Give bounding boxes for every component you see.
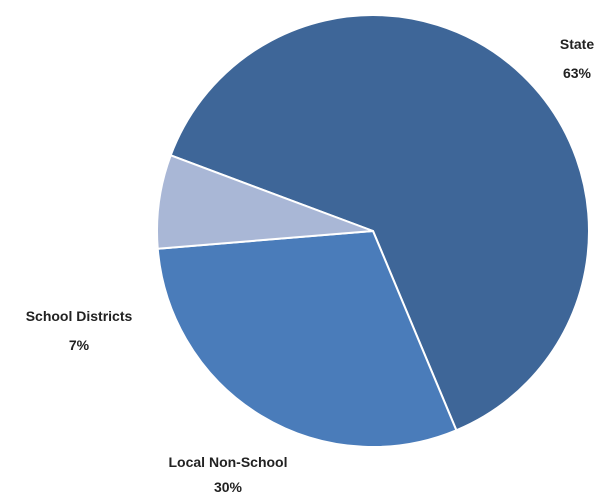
pie-slice-local-non-school [156,230,458,448]
pie-slices [156,14,590,448]
pie-labels: State 63% Local Non-School 30% School Di… [26,36,595,495]
label-school-districts-percent: 7% [69,337,90,353]
label-state-percent: 63% [563,65,592,81]
pie-slice-state [169,14,590,432]
label-local-non-school-percent: 30% [214,479,243,495]
label-school-districts-name: School Districts [26,308,133,324]
label-local-non-school-name: Local Non-School [169,454,288,470]
pie-slice-school-districts [156,154,374,250]
label-state-name: State [560,36,594,52]
